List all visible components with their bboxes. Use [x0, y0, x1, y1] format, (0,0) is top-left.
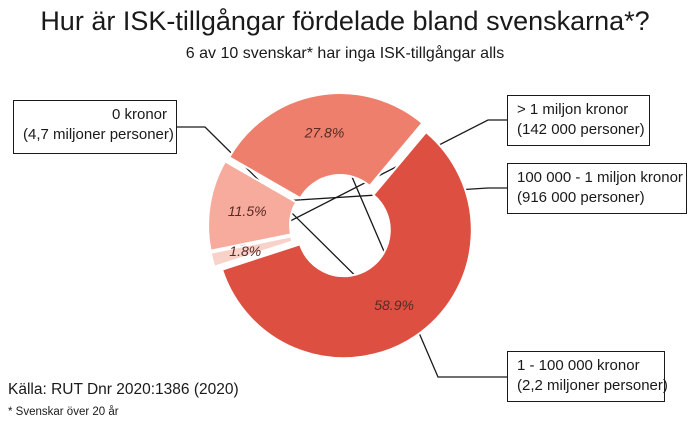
callout-label: 0 kronor: [111, 106, 167, 123]
callout-leader-lines: [177, 98, 507, 378]
pct-label-3: 27.8%: [304, 124, 345, 140]
callout-slice-2: 100 000 - 1 miljon kronor (916 000 perso…: [507, 163, 687, 214]
callout-detail: (142 000 personer): [517, 121, 645, 138]
callout-detail: (916 000 personer): [517, 189, 645, 206]
pct-label-1: 1.8%: [229, 243, 261, 259]
donut-slice-3: [227, 92, 424, 200]
donut-slice-0: [220, 130, 473, 360]
leader-line-2: [213, 187, 507, 206]
callout-label: 1 - 100 000 kronor: [517, 357, 640, 374]
donut-slice-2: [207, 159, 298, 252]
donut-slice-1: [209, 235, 294, 268]
donut-slices: [207, 92, 473, 360]
callout-slice-3: 1 - 100 000 kronor (2,2 miljoner persone…: [507, 351, 668, 402]
callout-slice-0: 0 kronor (4,7 miljoner personer): [13, 100, 177, 154]
leader-line-3: [317, 98, 507, 378]
callout-detail: (4,7 miljoner personer): [23, 126, 174, 143]
chart-title: Hur är ISK-tillgångar fördelade bland sv…: [40, 6, 650, 36]
leader-line-1: [215, 119, 507, 260]
source-note: Källa: RUT Dnr 2020:1386 (2020): [8, 381, 239, 398]
callout-detail: (2,2 miljoner personer): [517, 377, 668, 394]
callout-label: 100 000 - 1 miljon kronor: [517, 169, 683, 186]
callout-label: > 1 miljon kronor: [517, 101, 629, 118]
chart-subtitle: 6 av 10 svenskar* har inga ISK-tillgånga…: [185, 45, 505, 62]
percentage-labels: 58.9% 1.8% 11.5% 27.8%: [228, 124, 414, 312]
pct-label-2: 11.5%: [228, 203, 267, 219]
footnote: * Svenskar över 20 år: [8, 406, 119, 418]
leader-line-0: [177, 126, 414, 334]
pct-label-0: 58.9%: [374, 297, 414, 313]
callout-slice-1: > 1 miljon kronor (142 000 personer): [507, 95, 650, 146]
